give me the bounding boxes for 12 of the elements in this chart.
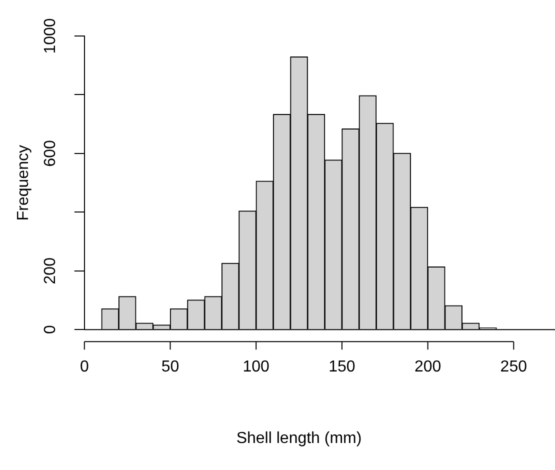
y-tick-label: 200 <box>42 257 60 284</box>
y-tick-label: 1000 <box>42 18 60 54</box>
x-tick-label: 100 <box>242 358 270 376</box>
x-tick-label: 200 <box>414 358 442 376</box>
y-axis-title: Frequency <box>15 145 32 221</box>
y-tick-label: 600 <box>42 140 60 167</box>
x-axis-title: Shell length (mm) <box>236 430 362 447</box>
x-tick-label: 150 <box>328 358 356 376</box>
y-tick-label: 0 <box>42 325 60 334</box>
x-tick-label: 50 <box>161 358 180 376</box>
x-tick-label: 250 <box>500 358 528 376</box>
x-tick-label: 0 <box>80 358 89 376</box>
